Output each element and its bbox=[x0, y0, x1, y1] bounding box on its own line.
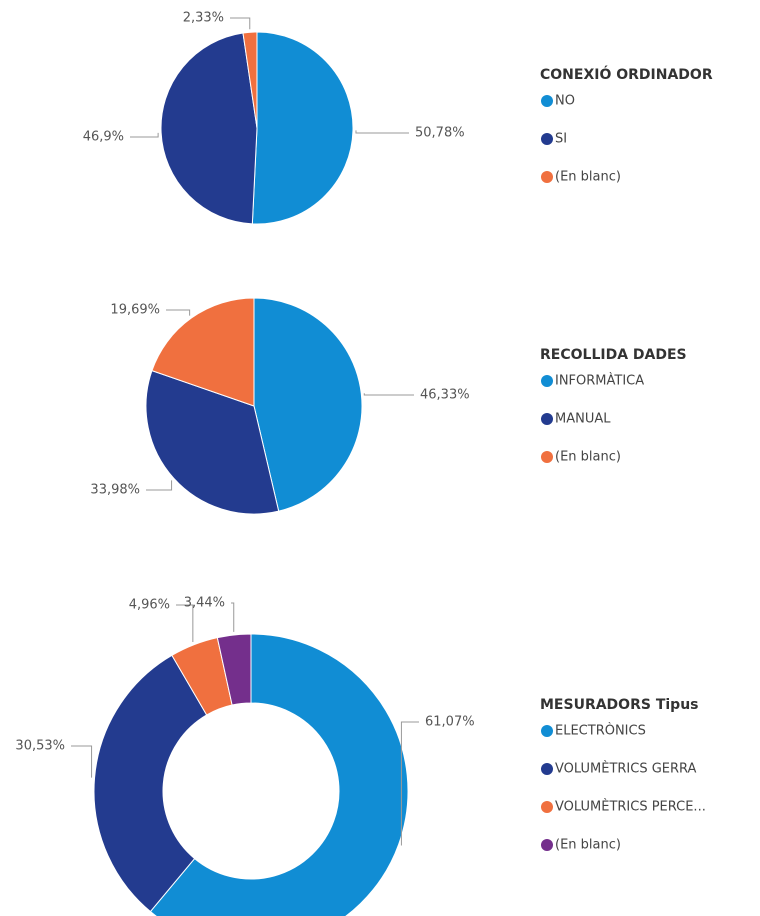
slice bbox=[145, 369, 280, 515]
legend-dot bbox=[541, 763, 553, 775]
legend-label: ELECTRÒNICS bbox=[555, 723, 646, 739]
leader-line bbox=[166, 309, 191, 316]
leader-line bbox=[146, 480, 173, 491]
leader-line bbox=[130, 132, 159, 138]
value-label: 46,33% bbox=[420, 388, 470, 403]
legend-label: MANUAL bbox=[555, 412, 611, 427]
legend-label: VOLUMÈTRICS GERRA bbox=[555, 761, 697, 777]
legend-dot bbox=[541, 451, 553, 463]
leader-line bbox=[355, 130, 409, 134]
slice bbox=[251, 31, 354, 225]
leader-line bbox=[71, 745, 93, 778]
value-label: 50,78% bbox=[415, 126, 465, 141]
leader-line bbox=[230, 17, 251, 30]
slice bbox=[160, 32, 258, 225]
legend-dot bbox=[541, 413, 553, 425]
legend-dot bbox=[541, 839, 553, 851]
legend-label: (En blanc) bbox=[555, 450, 621, 465]
slice bbox=[149, 633, 409, 916]
slice bbox=[242, 31, 258, 129]
legend-dot bbox=[541, 171, 553, 183]
legend-label: INFORMÀTICA bbox=[555, 373, 644, 389]
legend-dot bbox=[541, 133, 553, 145]
leader-line bbox=[400, 721, 419, 846]
legend-title: RECOLLIDA DADES bbox=[540, 347, 687, 363]
value-label: 30,53% bbox=[15, 739, 65, 754]
slice bbox=[253, 297, 363, 512]
legend-label: NO bbox=[555, 94, 575, 109]
leader-line bbox=[363, 393, 414, 396]
value-label: 61,07% bbox=[425, 715, 475, 730]
leader-line bbox=[231, 602, 235, 632]
legend-label: SI bbox=[555, 132, 567, 147]
slice bbox=[93, 654, 208, 913]
value-label: 2,33% bbox=[183, 11, 224, 26]
value-label: 46,9% bbox=[83, 130, 124, 145]
legend-dot bbox=[541, 375, 553, 387]
legend-label: (En blanc) bbox=[555, 170, 621, 185]
legend-title: CONEXIÓ ORDINADOR bbox=[540, 65, 713, 83]
value-label: 4,96% bbox=[129, 598, 170, 613]
legend-dot bbox=[541, 725, 553, 737]
legend-dot bbox=[541, 801, 553, 813]
slice bbox=[216, 633, 252, 706]
value-label: 19,69% bbox=[110, 303, 160, 318]
slice bbox=[151, 297, 255, 407]
value-label: 33,98% bbox=[90, 483, 140, 498]
leader-line bbox=[176, 604, 194, 642]
value-label: 3,44% bbox=[184, 596, 225, 611]
legend-label: VOLUMÈTRICS PERCE... bbox=[555, 799, 706, 815]
legend-label: (En blanc) bbox=[555, 838, 621, 853]
legend-title: MESURADORS Tipus bbox=[540, 697, 699, 713]
legend-dot bbox=[541, 95, 553, 107]
